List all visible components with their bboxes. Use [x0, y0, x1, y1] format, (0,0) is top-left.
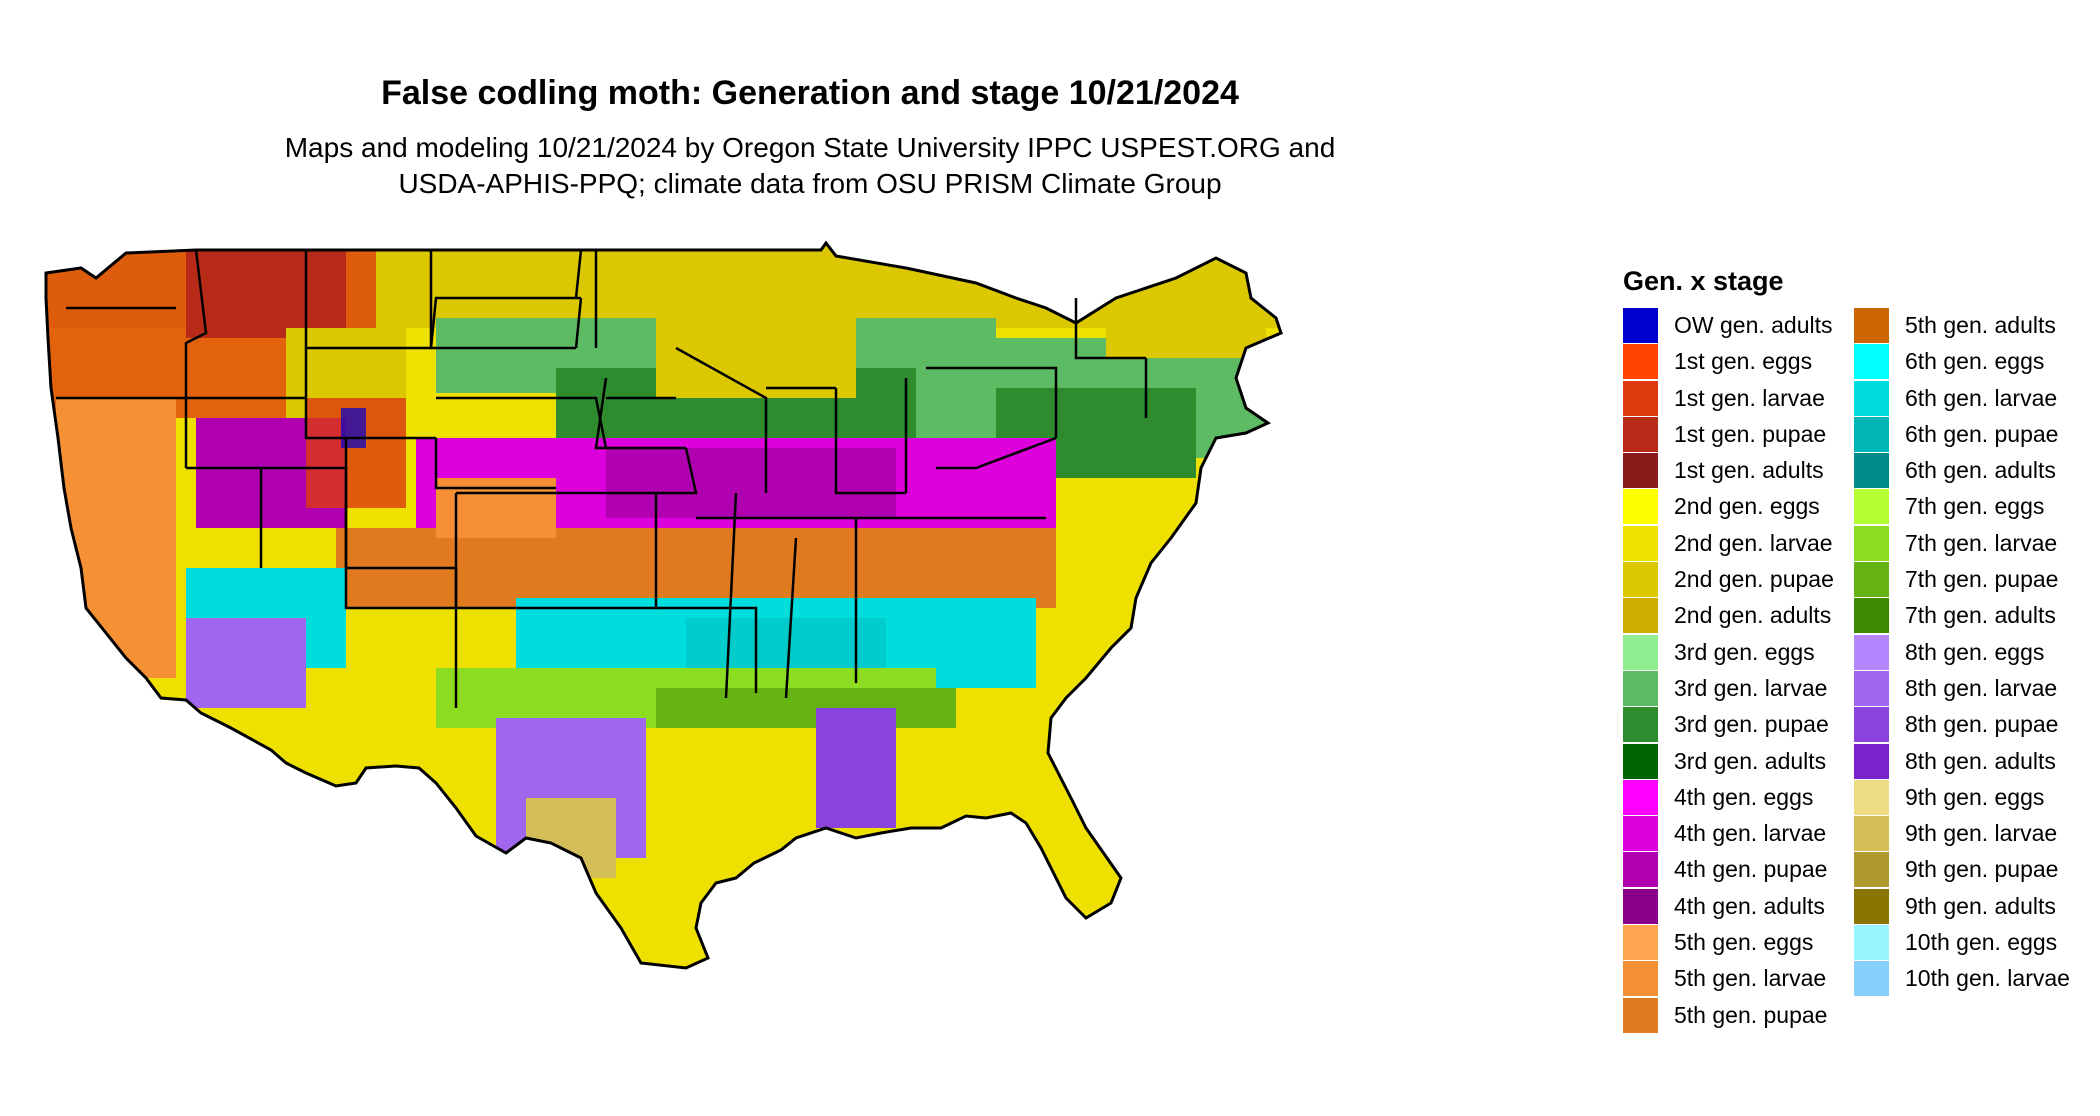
legend-label: 7th gen. adults: [1905, 602, 2056, 629]
legend-swatch: [1623, 344, 1658, 380]
legend-label: 9th gen. pupae: [1905, 856, 2059, 883]
legend-label: 7th gen. larvae: [1905, 529, 2058, 556]
legend-swatch: [1623, 997, 1658, 1033]
map-title: False codling moth: Generation and stage…: [381, 74, 1239, 112]
legend-swatch: [1623, 308, 1658, 343]
legend-label: 4th gen. larvae: [1674, 820, 1827, 847]
legend-label: 7th gen. eggs: [1905, 493, 2045, 520]
legend-label: 1st gen. adults: [1674, 457, 1824, 484]
legend-swatch: [1623, 489, 1658, 525]
legend-label: 2nd gen. adults: [1674, 602, 1832, 629]
legend-swatch: [1623, 562, 1658, 598]
legend-swatch: [1854, 344, 1889, 380]
legend-swatch: [1854, 453, 1889, 489]
legend-swatch: [1854, 525, 1889, 561]
legend-label: 6th gen. larvae: [1905, 384, 2058, 411]
legend-label: 1st gen. eggs: [1674, 348, 1813, 375]
legend-label: 4th gen. pupae: [1674, 856, 1828, 883]
legend-swatch: [1854, 308, 1889, 343]
legend-swatch: [1854, 562, 1889, 598]
legend-swatch: [1854, 779, 1889, 815]
legend-label: 3rd gen. eggs: [1674, 638, 1815, 665]
legend-swatch: [1854, 380, 1889, 416]
legend-swatch: [1854, 852, 1889, 888]
legend-label: 6th gen. adults: [1905, 457, 2056, 484]
state-boundaries: [56, 249, 1148, 708]
us-phenology-map: [36, 238, 1596, 1038]
legend-label: 1st gen. pupae: [1674, 420, 1827, 447]
legend-swatch: [1854, 888, 1889, 924]
legend-swatch: [1854, 634, 1889, 670]
legend-label: 2nd gen. eggs: [1674, 493, 1820, 520]
legend-swatch: [1854, 816, 1889, 852]
legend-label: 4th gen. eggs: [1674, 783, 1814, 810]
legend-label: 5th gen. larvae: [1674, 965, 1827, 992]
legend-swatch: [1623, 707, 1658, 743]
legend-label: OW gen. adults: [1674, 312, 1833, 338]
legend-swatch: [1854, 489, 1889, 525]
legend-swatch: [1623, 525, 1658, 561]
legend-swatch: [1623, 852, 1658, 888]
legend-swatch: [1854, 961, 1889, 997]
legend-label: 3rd gen. larvae: [1674, 674, 1828, 701]
legend-swatch: [1854, 707, 1889, 743]
legend-swatch: [1623, 670, 1658, 706]
map-subtitle-line-2: USDA-APHIS-PPQ; climate data from OSU PR…: [398, 168, 1222, 199]
legend-swatch: [1854, 743, 1889, 779]
legend-title: Gen. x stage: [1623, 266, 1784, 296]
legend-label: 8th gen. adults: [1905, 747, 2056, 774]
legend-label: 9th gen. larvae: [1905, 820, 2058, 847]
legend-swatch: [1854, 598, 1889, 634]
legend-swatch: [1623, 380, 1658, 416]
legend-label: 7th gen. pupae: [1905, 566, 2059, 593]
legend-swatch: [1623, 416, 1658, 452]
legend-label: 4th gen. adults: [1674, 892, 1825, 919]
legend-label: 10th gen. larvae: [1905, 965, 2070, 992]
legend-swatch: [1854, 925, 1889, 961]
legend-swatch: [1854, 670, 1889, 706]
legend-label: 6th gen. pupae: [1905, 420, 2059, 447]
legend-swatch: [1623, 779, 1658, 815]
legend-label: 8th gen. pupae: [1905, 711, 2059, 738]
legend-label: 2nd gen. larvae: [1674, 529, 1833, 556]
legend-label: 9th gen. eggs: [1905, 783, 2045, 810]
legend-label: 5th gen. adults: [1905, 312, 2056, 338]
legend-swatch: [1623, 888, 1658, 924]
legend-label: 10th gen. eggs: [1905, 929, 2058, 956]
legend-label: 8th gen. larvae: [1905, 674, 2058, 701]
legend-swatch: [1854, 416, 1889, 452]
legend-swatch: [1623, 816, 1658, 852]
legend-label: 8th gen. eggs: [1905, 638, 2045, 665]
legend-label: 5th gen. pupae: [1674, 1001, 1828, 1028]
legend-label: 5th gen. eggs: [1674, 929, 1814, 956]
legend-swatch: [1623, 961, 1658, 997]
us-map-svg: [44, 241, 1283, 970]
legend-swatch: [1623, 598, 1658, 634]
map-subtitle-line-1: Maps and modeling 10/21/2024 by Oregon S…: [284, 132, 1336, 163]
legend-swatch: [1623, 743, 1658, 779]
legend-swatch: [1623, 634, 1658, 670]
legend-label: 3rd gen. pupae: [1674, 711, 1829, 738]
legend-label: 6th gen. eggs: [1905, 348, 2045, 375]
legend-label: 2nd gen. pupae: [1674, 566, 1834, 593]
legend-label: 9th gen. adults: [1905, 892, 2056, 919]
legend-swatch: [1623, 925, 1658, 961]
legend-swatch: [1623, 453, 1658, 489]
legend-label: 3rd gen. adults: [1674, 747, 1827, 774]
legend-label: 1st gen. larvae: [1674, 384, 1825, 411]
generation-stage-fill: [46, 243, 1281, 968]
